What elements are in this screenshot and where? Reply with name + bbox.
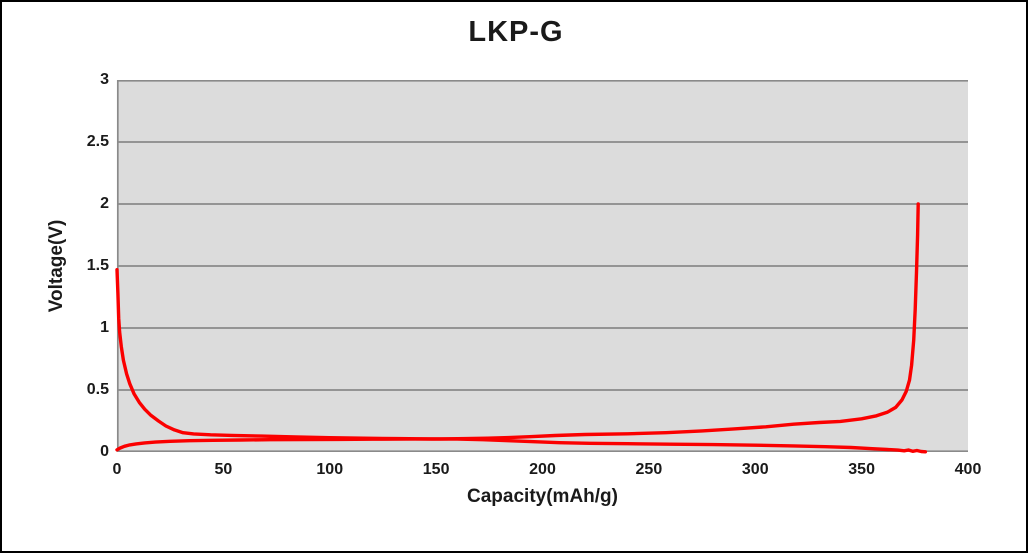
curve-1 — [115, 202, 920, 452]
x-tick-label: 50 — [214, 461, 233, 478]
y-tick-label: 1.5 — [86, 257, 109, 274]
x-tick-label: 200 — [529, 461, 556, 478]
curve-canvas — [115, 79, 968, 454]
y-tick-label: 0.5 — [86, 381, 109, 398]
x-tick-label: 300 — [741, 461, 769, 478]
chart-title: LKP-G — [468, 16, 564, 48]
x-tick-label: 0 — [112, 461, 122, 478]
x-tick-label: 400 — [954, 461, 982, 478]
y-tick-label: 1 — [100, 319, 109, 336]
y-tick-label: 0 — [100, 443, 109, 460]
x-tick-label: 250 — [635, 461, 663, 478]
y-tick-label: 2.5 — [86, 133, 109, 150]
x-tick-label: 350 — [848, 461, 875, 478]
y-tick-label: 3 — [100, 71, 109, 88]
y-tick-label: 2 — [100, 195, 109, 212]
plot-area — [115, 79, 968, 454]
x-axis-title: Capacity(mAh/g) — [467, 486, 618, 507]
x-tick-label: 150 — [422, 461, 450, 478]
x-tick-label: 100 — [316, 461, 344, 478]
